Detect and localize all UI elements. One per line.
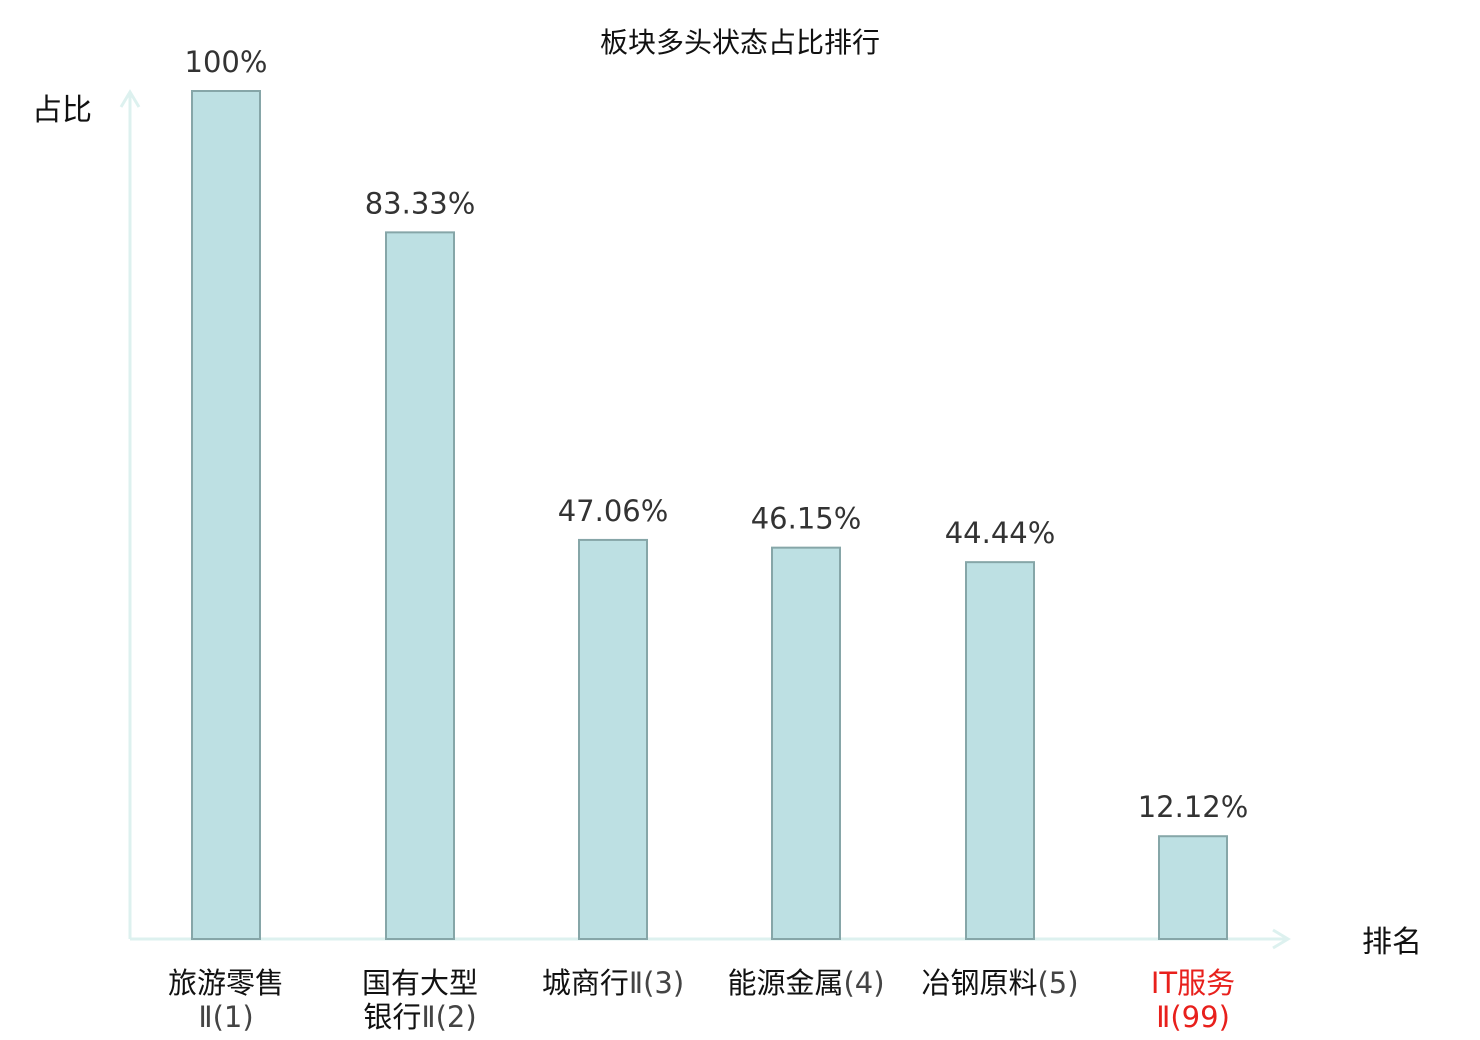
category-label: 能源金属(4) [727, 966, 884, 1000]
bar [578, 538, 648, 940]
category-label: 城商行Ⅱ(3) [542, 966, 684, 1000]
category-label: IT服务 Ⅱ(99) [1151, 966, 1235, 1034]
bar [191, 90, 261, 940]
y-axis-label: 占比 [32, 93, 92, 128]
axes [119, 89, 1291, 950]
bar [771, 546, 841, 940]
data-label: 100% [185, 45, 268, 79]
data-label: 46.15% [751, 502, 862, 536]
chart-title: 板块多头状态占比排行 [600, 26, 880, 59]
category-label: 国有大型银行Ⅱ(2) [362, 966, 478, 1034]
category-label: 冶钢原料(5) [921, 966, 1078, 1000]
data-label: 12.12% [1138, 790, 1249, 824]
y-axis-arrow-icon [119, 89, 141, 108]
bar [965, 561, 1035, 940]
bars [191, 90, 1228, 941]
category-labels: 旅游零售 Ⅱ(1) 国有大型银行Ⅱ(2) 城商行Ⅱ(3) 能源金属(4) 冶钢原料(5) I… [168, 966, 1235, 1034]
bar [1158, 835, 1228, 941]
data-label: 47.06% [558, 494, 669, 528]
value-labels: 100% 83.33% 47.06% 46.15% 44.44% 12.12% [185, 45, 1249, 824]
x-axis-label: 排名 [1362, 925, 1422, 960]
bar [385, 231, 455, 941]
x-axis-arrow-icon [1272, 928, 1291, 950]
category-label: 旅游零售 Ⅱ(1) [168, 966, 284, 1034]
data-label: 83.33% [365, 186, 476, 220]
data-label: 44.44% [945, 516, 1056, 550]
